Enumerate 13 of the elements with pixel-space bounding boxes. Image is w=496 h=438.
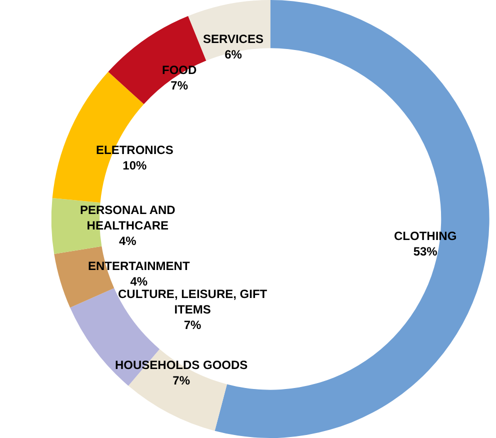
data-label: 4%	[119, 234, 137, 248]
donut-slice	[188, 0, 270, 61]
slice-label: CULTURE, LEISURE, GIFT ITEMS	[118, 287, 268, 317]
slice-label: PERSONAL AND HEALTHCARE	[80, 203, 176, 233]
data-label: 4%	[130, 274, 148, 289]
data-label: 7%	[170, 78, 188, 93]
data-label: 53%	[413, 244, 438, 259]
slice-label: SERVICES	[203, 32, 264, 46]
slice-label: HOUSEHOLDS GOODS	[115, 358, 248, 372]
data-label: 7%	[172, 374, 190, 388]
data-label: 10%	[122, 158, 148, 173]
data-label: 6%	[224, 48, 242, 62]
data-label: 7%	[184, 318, 202, 332]
